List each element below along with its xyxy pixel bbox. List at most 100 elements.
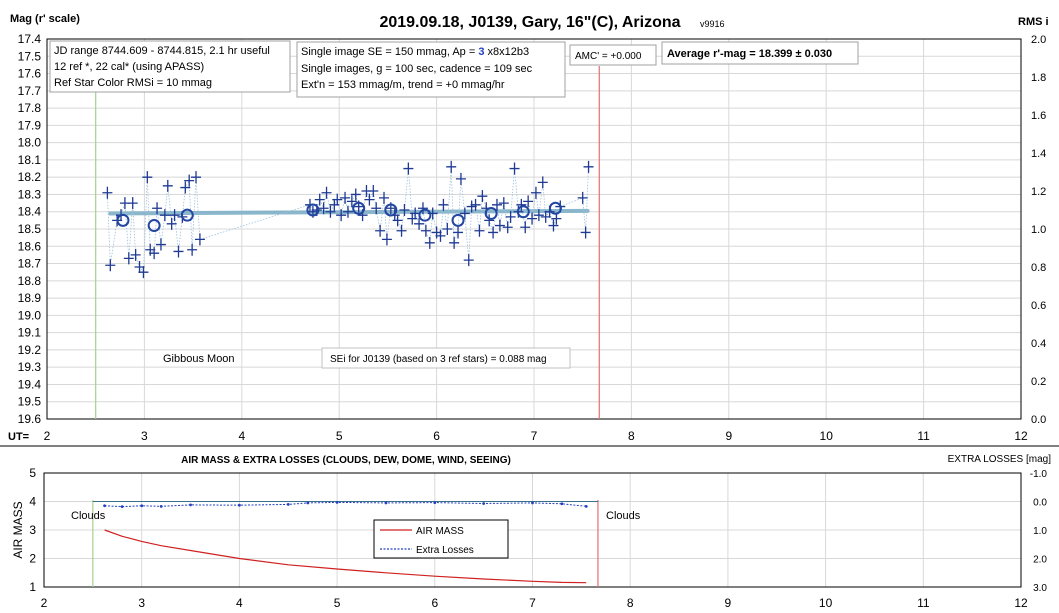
single-image-point (414, 217, 425, 230)
y-tick-label: 17.6 (18, 67, 42, 81)
y-tick-label: 18.8 (18, 274, 42, 288)
y-tick-label: 17.7 (18, 84, 42, 98)
extra-losses-tick-labels: -1.0 0.0 1.0 2.0 3.0 (1030, 469, 1048, 594)
extra-losses-tick-label: -1.0 (1030, 469, 1048, 480)
single-image-point (548, 219, 559, 232)
single-image-point (577, 191, 588, 204)
extra-losses-point (159, 504, 163, 508)
extra-losses-point (482, 502, 486, 505)
y-tick-label: 19.6 (18, 412, 42, 426)
x-tick-labels: 2 3 4 5 6 7 8 9 10 11 12 (44, 429, 1028, 443)
single-image-point (155, 238, 166, 251)
single-image-point (169, 209, 180, 222)
single-image-point (505, 210, 516, 223)
info-box-jd-line-3: Ref Star Color RMSi = 10 mmag (54, 77, 212, 89)
single-image-point (379, 191, 390, 204)
single-image-point (332, 193, 343, 206)
average-point (147, 219, 161, 233)
extra-losses-point (140, 504, 144, 508)
single-image-point (318, 202, 329, 215)
single-image-point (537, 176, 548, 189)
single-image-point (438, 198, 449, 211)
y2-tick-label: 1.6 (1031, 110, 1046, 122)
bottom-x-tick-label: 12 (1014, 596, 1028, 610)
extra-losses-point (238, 503, 241, 507)
single-image-point (435, 229, 446, 242)
single-image-point (336, 209, 347, 222)
average-point (306, 203, 320, 217)
y-tick-label: 18.2 (18, 170, 42, 184)
extra-losses-point (306, 501, 310, 505)
y-tick-label: 17.5 (18, 49, 42, 63)
single-image-point (375, 224, 386, 237)
single-image-point (583, 160, 594, 173)
y2-tick-label: 2.0 (1031, 34, 1046, 46)
single-image-point (130, 248, 141, 261)
amc-value: AMC' = +0.000 (575, 51, 642, 62)
single-image-point (530, 186, 541, 199)
single-image-point (102, 186, 113, 199)
single-image-point (494, 219, 505, 232)
single-image-point (474, 224, 485, 237)
single-image-point (381, 233, 392, 246)
y2-tick-label: 0.2 (1031, 376, 1046, 388)
single-image-point (364, 193, 375, 206)
single-image-point (580, 226, 591, 239)
single-image-point (173, 245, 184, 258)
x-tick-label: 6 (433, 429, 440, 443)
average-point (516, 205, 530, 219)
version-label: v9916 (700, 19, 725, 29)
y-tick-label: 17.9 (18, 118, 42, 132)
single-image-point (191, 171, 202, 184)
single-image-point (152, 202, 163, 215)
x-tick-label: 3 (141, 429, 148, 443)
y2-tick-label: 0.8 (1031, 262, 1046, 274)
single-image-point (180, 181, 191, 194)
single-image-point (488, 226, 499, 239)
info-box-jd-border (49, 40, 291, 93)
single-image-point (187, 243, 198, 256)
air-mass-title: AIR MASS & EXTRA LOSSES (CLOUDS, DEW, DO… (181, 455, 511, 466)
average-point (352, 201, 366, 215)
extra-losses-point (335, 500, 339, 504)
extra-losses-point (433, 501, 437, 505)
single-image-point (399, 204, 410, 216)
single-image-point (459, 207, 470, 220)
single-image-point (484, 214, 495, 227)
average-point (548, 201, 562, 215)
single-image-point (410, 207, 421, 220)
single-image-point (371, 202, 382, 215)
y2-axis-label: RMS i (1018, 16, 1049, 28)
air-mass-line (104, 529, 587, 584)
x-tick-label: 10 (820, 429, 834, 443)
average-point (451, 213, 465, 227)
bottom-x-tick-label: 3 (138, 596, 145, 610)
single-image-connector (107, 166, 589, 274)
y2-tick-label: 1.0 (1031, 224, 1046, 236)
single-image-point (346, 195, 357, 208)
y-tick-label: 19.4 (18, 377, 42, 391)
moon-annotation: Gibbous Moon (163, 353, 235, 365)
single-image-point (470, 198, 481, 211)
single-image-point (523, 195, 534, 208)
y-tick-label: 19.2 (18, 343, 42, 357)
single-image-point (350, 188, 361, 201)
single-image-point (149, 247, 160, 260)
clouds-right-label: Clouds (606, 510, 641, 522)
x-tick-label: 4 (238, 429, 245, 443)
y-tick-label: 19.5 (18, 395, 42, 409)
single-image-point (392, 214, 403, 227)
legend-air-mass-label: AIR MASS (416, 526, 464, 537)
info-box-jd-line-2: 12 ref *, 22 cal* (using APASS) (54, 61, 204, 73)
bottom-x-tick-label: 11 (917, 596, 930, 610)
light-curve-grid (46, 38, 1022, 420)
bottom-x-tick-labels: 2 3 4 5 6 7 8 9 10 11 12 (41, 596, 1028, 610)
x-tick-label: 11 (917, 429, 930, 443)
y2-tick-label: 0.0 (1031, 414, 1046, 426)
bottom-ut-limit-lines (92, 500, 599, 587)
info-box-single-image: Single image SE = 150 mmag, Ap = 3 x8x12… (296, 41, 566, 98)
y2-tick-label: 0.4 (1031, 338, 1046, 350)
amc-box-border (569, 44, 657, 66)
y2-tick-label: 0.6 (1031, 300, 1046, 312)
single-image-point (166, 217, 177, 230)
